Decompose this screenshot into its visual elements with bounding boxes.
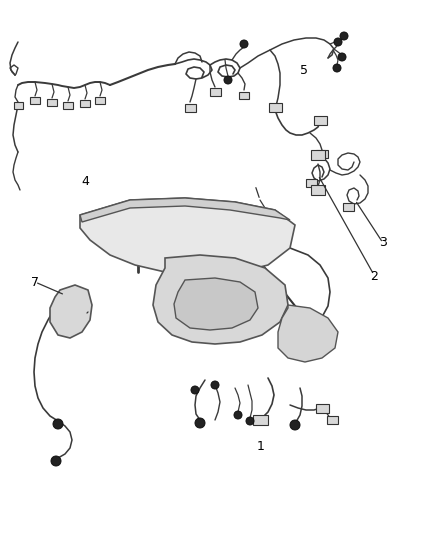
Circle shape	[191, 386, 199, 394]
FancyBboxPatch shape	[252, 415, 268, 425]
FancyBboxPatch shape	[311, 150, 325, 160]
Circle shape	[333, 64, 341, 72]
Circle shape	[338, 53, 346, 61]
Text: 4: 4	[81, 175, 89, 188]
Circle shape	[224, 76, 232, 84]
Circle shape	[234, 411, 242, 419]
FancyBboxPatch shape	[268, 102, 282, 111]
Circle shape	[195, 418, 205, 428]
FancyBboxPatch shape	[47, 99, 57, 106]
FancyBboxPatch shape	[343, 203, 353, 211]
Polygon shape	[80, 198, 295, 275]
Circle shape	[340, 32, 348, 40]
FancyBboxPatch shape	[314, 116, 326, 125]
Circle shape	[246, 417, 254, 425]
FancyBboxPatch shape	[316, 150, 328, 158]
FancyBboxPatch shape	[305, 179, 317, 187]
FancyBboxPatch shape	[95, 96, 105, 103]
Text: 1: 1	[257, 440, 265, 453]
FancyBboxPatch shape	[311, 185, 325, 195]
Circle shape	[53, 419, 63, 429]
Circle shape	[240, 40, 248, 48]
Text: 3: 3	[379, 236, 387, 249]
FancyBboxPatch shape	[80, 100, 90, 107]
FancyBboxPatch shape	[209, 88, 220, 96]
Polygon shape	[278, 305, 338, 362]
FancyBboxPatch shape	[326, 416, 338, 424]
Polygon shape	[153, 255, 288, 344]
FancyBboxPatch shape	[14, 101, 22, 109]
FancyBboxPatch shape	[315, 403, 328, 413]
Polygon shape	[50, 285, 92, 338]
Text: 7: 7	[31, 276, 39, 289]
Polygon shape	[174, 278, 258, 330]
FancyBboxPatch shape	[63, 101, 73, 109]
Circle shape	[211, 381, 219, 389]
Polygon shape	[80, 198, 290, 222]
FancyBboxPatch shape	[30, 96, 40, 103]
Text: 2: 2	[371, 270, 378, 282]
Circle shape	[290, 420, 300, 430]
FancyBboxPatch shape	[239, 92, 249, 99]
Circle shape	[334, 38, 342, 46]
Text: 5: 5	[300, 64, 308, 77]
FancyBboxPatch shape	[184, 104, 195, 112]
Circle shape	[51, 456, 61, 466]
